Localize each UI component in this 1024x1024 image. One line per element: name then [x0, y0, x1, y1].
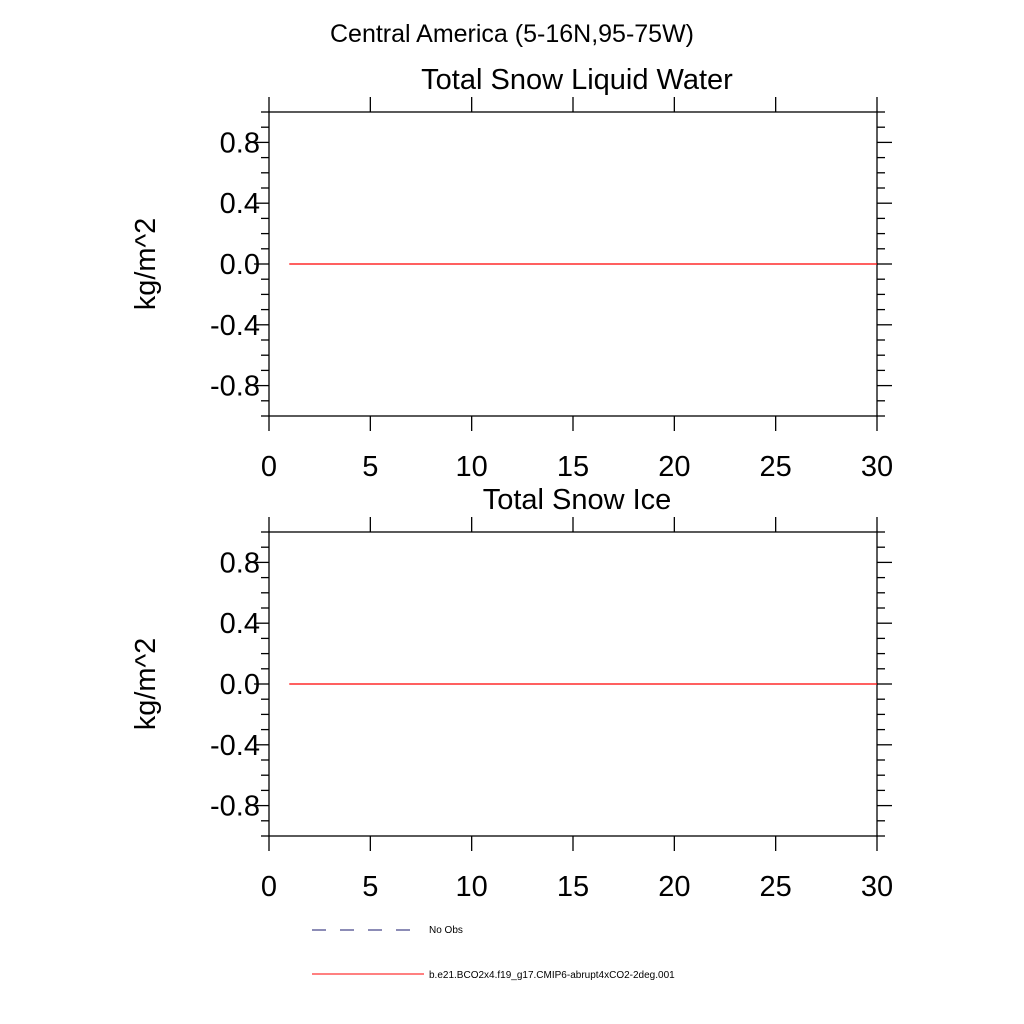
y-tick-label: 0.0: [220, 669, 260, 701]
x-tick-label: 30: [861, 451, 893, 483]
y-axis-label: kg/m^2: [130, 218, 162, 311]
y-tick-label: -0.8: [210, 791, 260, 823]
x-tick-label: 20: [658, 871, 690, 903]
y-tick-label: 0.8: [220, 547, 260, 579]
legend-label-no-obs: No Obs: [429, 925, 463, 936]
chart-panel-2: Total Snow Ice 0 5 10 15 20 25 30 0.8 0.4 0.0 -0.4 -…: [130, 484, 893, 903]
chart-title: Total Snow Ice: [483, 484, 672, 516]
y-tick-label: 0.4: [220, 608, 260, 640]
x-tick-label: 25: [760, 871, 792, 903]
x-tick-label: 5: [362, 871, 378, 903]
x-tick-label: 30: [861, 871, 893, 903]
y-tick-label: 0.4: [220, 188, 260, 220]
y-tick-label: -0.8: [210, 371, 260, 403]
y-axis-label: kg/m^2: [130, 638, 162, 731]
x-tick-label: 15: [557, 871, 589, 903]
y-tick-label: -0.4: [210, 310, 260, 342]
y-tick-label: -0.4: [210, 730, 260, 762]
x-tick-label: 0: [261, 451, 277, 483]
legend: No Obs b.e21.BCO2x4.f19_g17.CMIP6-abrupt…: [312, 925, 675, 981]
figure-title: Central America (5-16N,95-75W): [330, 20, 694, 48]
panels: Total Snow Liquid Water 0 5 10 15 20 25 30 0.8 0.…: [130, 64, 893, 903]
x-tick-label: 5: [362, 451, 378, 483]
x-tick-label: 0: [261, 871, 277, 903]
y-tick-label: 0.0: [220, 249, 260, 281]
chart-title: Total Snow Liquid Water: [421, 64, 733, 96]
chart-panel-1: Total Snow Liquid Water 0 5 10 15 20 25 30 0.8 0.…: [130, 64, 893, 483]
x-tick-label: 10: [456, 451, 488, 483]
x-tick-label: 20: [658, 451, 690, 483]
x-tick-label: 25: [760, 451, 792, 483]
x-tick-label: 15: [557, 451, 589, 483]
x-tick-label: 10: [456, 871, 488, 903]
y-tick-label: 0.8: [220, 127, 260, 159]
legend-label-model: b.e21.BCO2x4.f19_g17.CMIP6-abrupt4xCO2-2…: [429, 970, 675, 981]
